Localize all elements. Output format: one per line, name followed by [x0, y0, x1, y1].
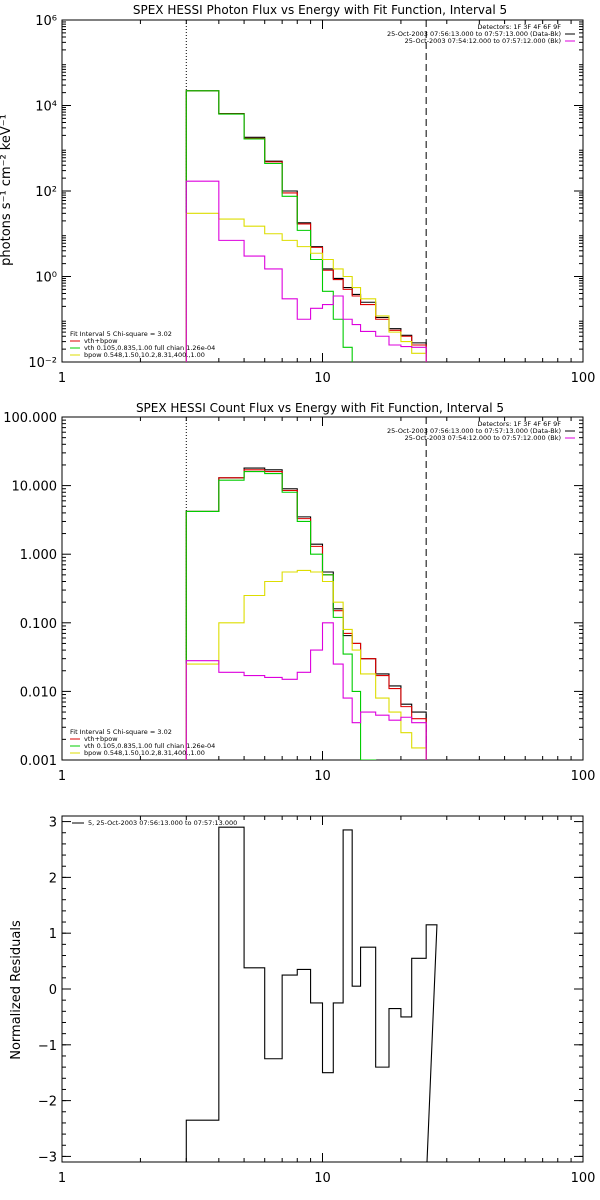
- panel-title: SPEX HESSI Photon Flux vs Energy with Fi…: [133, 3, 507, 17]
- panel-title: SPEX HESSI Count Flux vs Energy with Fit…: [136, 401, 504, 415]
- legend-text: bpow 0.548,1.50,10.2,8.31,400.,1.00: [84, 351, 205, 359]
- series-group: [185, 826, 438, 1162]
- y-tick-label: 3: [49, 816, 57, 831]
- x-tick-label: 100: [571, 769, 596, 784]
- fit-info: Fit Interval 5 Chi-square = 3.02: [70, 728, 172, 736]
- y-tick-label: 0.010: [20, 685, 57, 700]
- series-line: [185, 90, 427, 362]
- x-tick-label: 10: [314, 371, 331, 386]
- legend-text: bpow 0.548,1.50,10.2,8.31,400.,1.00: [84, 749, 205, 757]
- y-axis-label: photons s⁻¹ cm⁻² keV⁻¹: [0, 114, 14, 266]
- legend-text: vth 0.105,0.835,1.00 full chian 1.26e-04: [84, 742, 215, 750]
- series-line: [185, 826, 438, 1162]
- series-line: [185, 212, 427, 362]
- legend-text: Detectors: 1F 3F 4F 6F 9F: [477, 23, 561, 31]
- x-tick-label: 10: [314, 1171, 331, 1186]
- y-tick-label: 10.000: [12, 480, 58, 495]
- y-tick-label: 0.001: [20, 754, 57, 769]
- y-tick-label: 10⁶: [35, 14, 57, 29]
- y-tick-label: 100.000: [3, 411, 57, 426]
- series-line: [185, 90, 353, 362]
- y-tick-label: −1: [38, 1039, 57, 1054]
- legend-text: 25-Oct-2003 07:56:13.000 to 07:57:13.000…: [387, 30, 561, 38]
- y-tick-label: 1: [49, 927, 57, 942]
- count-flux-panel: SPEX HESSI Count Flux vs Energy with Fit…: [3, 401, 596, 784]
- photon-flux-panel: SPEX HESSI Photon Flux vs Energy with Fi…: [0, 3, 596, 386]
- legend-text: 5, 25-Oct-2003 07:56:13.000 to 07:57:13.…: [88, 819, 237, 827]
- y-tick-label: 1.000: [20, 548, 57, 563]
- x-tick-label: 1: [58, 371, 66, 386]
- legend-text: Detectors: 1F 3F 4F 6F 9F: [477, 420, 561, 428]
- y-tick-label: 10⁰: [35, 271, 57, 286]
- legend-text: 25-Oct-2003 07:54:12.000 to 07:57:12.000…: [405, 37, 561, 45]
- series-group: [185, 90, 427, 362]
- y-tick-label: 10⁴: [35, 100, 57, 115]
- y-tick-label: 10²: [35, 185, 57, 200]
- legend-text: vth+bpow: [84, 735, 118, 743]
- x-tick-label: 100: [571, 1171, 596, 1186]
- legend-text: 25-Oct-2003 07:54:12.000 to 07:57:12.000…: [405, 434, 561, 442]
- series-line: [185, 569, 427, 760]
- y-tick-label: −3: [38, 1150, 57, 1165]
- series-group: [185, 467, 427, 760]
- x-tick-label: 100: [571, 371, 596, 386]
- y-tick-label: 0: [49, 983, 57, 998]
- series-line: [185, 622, 427, 760]
- legend-text: 25-Oct-2003 07:56:13.000 to 07:57:13.000…: [387, 427, 561, 435]
- residuals-panel: Normalized Residuals 1 10 100 −3 −2 −1 0 1 2 3 5, …: [9, 815, 596, 1186]
- y-tick-label: 2: [49, 871, 57, 886]
- legend-text: vth 0.105,0.835,1.00 full chian 1.26e-04: [84, 344, 215, 352]
- fit-info: Fit Interval 5 Chi-square = 3.02: [70, 330, 172, 338]
- series-line: [185, 180, 427, 362]
- x-tick-label: 1: [58, 1171, 66, 1186]
- y-tick-label: −2: [38, 1095, 57, 1110]
- x-tick-label: 10: [314, 769, 331, 784]
- legend-text: vth+bpow: [84, 337, 118, 345]
- y-tick-label: 10⁻²: [28, 356, 57, 371]
- y-tick-label: 0.100: [20, 617, 57, 632]
- x-tick-label: 1: [58, 769, 66, 784]
- y-axis-label: Normalized Residuals: [9, 920, 24, 1060]
